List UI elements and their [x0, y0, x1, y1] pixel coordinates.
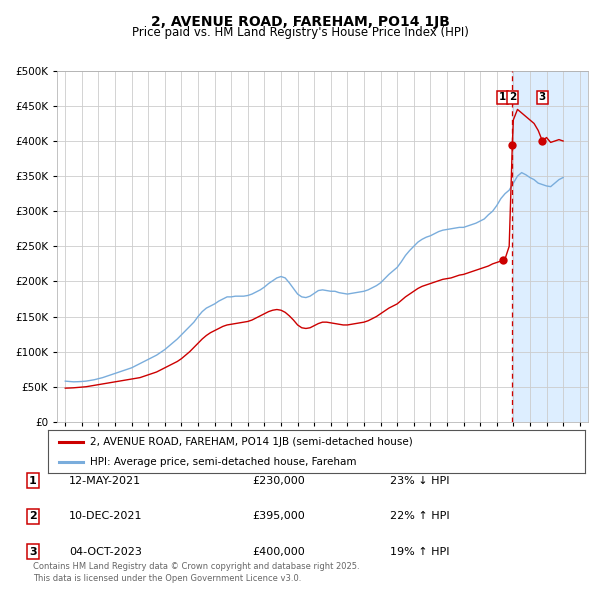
Text: 2: 2 [29, 512, 37, 521]
Text: 3: 3 [539, 93, 546, 103]
Text: 22% ↑ HPI: 22% ↑ HPI [390, 512, 449, 521]
Text: 19% ↑ HPI: 19% ↑ HPI [390, 547, 449, 556]
Text: Contains HM Land Registry data © Crown copyright and database right 2025.
This d: Contains HM Land Registry data © Crown c… [33, 562, 359, 583]
Text: 1: 1 [29, 476, 37, 486]
Text: 10-DEC-2021: 10-DEC-2021 [69, 512, 143, 521]
Text: 2: 2 [509, 93, 516, 103]
Bar [512, 71, 588, 422]
Text: 2, AVENUE ROAD, FAREHAM, PO14 1JB: 2, AVENUE ROAD, FAREHAM, PO14 1JB [151, 15, 449, 29]
Text: £230,000: £230,000 [252, 476, 305, 486]
Text: 04-OCT-2023: 04-OCT-2023 [69, 547, 142, 556]
Text: HPI: Average price, semi-detached house, Fareham: HPI: Average price, semi-detached house,… [90, 457, 356, 467]
Text: 3: 3 [29, 547, 37, 556]
Text: 1: 1 [499, 93, 506, 103]
Text: 2, AVENUE ROAD, FAREHAM, PO14 1JB (semi-detached house): 2, AVENUE ROAD, FAREHAM, PO14 1JB (semi-… [90, 437, 413, 447]
Text: £400,000: £400,000 [252, 547, 305, 556]
Text: 12-MAY-2021: 12-MAY-2021 [69, 476, 141, 486]
Text: £395,000: £395,000 [252, 512, 305, 521]
Text: Price paid vs. HM Land Registry's House Price Index (HPI): Price paid vs. HM Land Registry's House … [131, 26, 469, 39]
Text: 23% ↓ HPI: 23% ↓ HPI [390, 476, 449, 486]
